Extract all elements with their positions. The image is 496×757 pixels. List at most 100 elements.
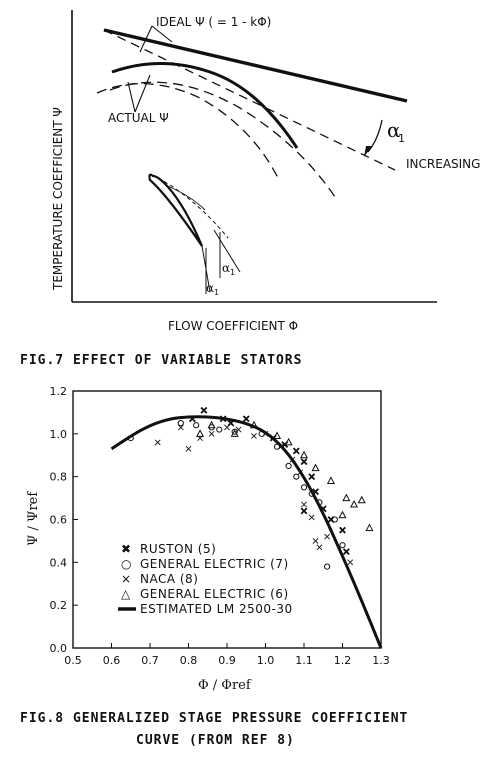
point-ge7 [316, 499, 323, 506]
fig8-ticks: 0.5 0.6 0.7 0.8 0.9 1.0 1.1 1.2 1.3 0.0 0.2 0.4 0.6 0… [50, 385, 390, 667]
fig7-blade-alpha-1-sub: 1 [230, 268, 235, 277]
fig7-actual-leader [127, 74, 151, 113]
fig7-blade-profile [148, 173, 204, 247]
y-tick-label: 1.0 [50, 428, 68, 441]
fig7-alpha-arrowhead [364, 146, 372, 157]
fig7-ideal-leader [139, 25, 173, 53]
fig7-blade-chord [164, 184, 206, 211]
point-naca [185, 445, 192, 452]
fig7-ideal-bold-line [103, 28, 408, 103]
fig8-caption-line1: FIG.8 GENERALIZED STAGE PRESSURE COEFFIC… [20, 711, 409, 726]
fig8-x-axis-label: Φ / Φref [198, 678, 252, 693]
point-naca [154, 439, 161, 446]
point-ruston [188, 415, 196, 423]
legend-label-naca: NACA (8) [140, 572, 198, 586]
point-ge6 [338, 510, 347, 519]
y-tick-label: 0.4 [50, 556, 68, 569]
point-naca [235, 426, 242, 433]
fig8-caption-line2: CURVE (FROM REF 8) [136, 733, 295, 748]
point-naca [316, 544, 323, 551]
y-tick-label: 0.2 [50, 599, 68, 612]
point-ge6 [342, 493, 351, 502]
legend-label-ge7: GENERAL ELECTRIC (7) [140, 557, 289, 571]
point-naca [262, 430, 269, 437]
point-ge7 [127, 435, 134, 442]
point-naca [177, 424, 184, 431]
fig7-actual-bold-curve [111, 62, 299, 149]
point-naca [289, 456, 296, 463]
legend-label-ge6: GENERAL ELECTRIC (6) [140, 587, 289, 601]
legend-symbol-ge6: △ [121, 587, 131, 601]
legend-symbol-ruston: ✖ [121, 542, 132, 556]
point-ge6 [284, 437, 293, 446]
fig8-estimated-curve [110, 415, 383, 649]
point-ge7 [177, 420, 184, 427]
y-tick-label: 0.8 [50, 471, 68, 484]
point-ruston [219, 415, 227, 423]
x-tick-label: 0.8 [180, 654, 198, 667]
fig7-blade-alpha-2: α [206, 281, 214, 295]
fig8-y-axis-label: Ψ / Ψref [26, 491, 41, 546]
point-ge6 [299, 450, 309, 459]
point-ge7 [293, 473, 300, 480]
point-naca [251, 433, 257, 439]
point-naca [208, 430, 215, 437]
fig7-label-actual: ACTUAL Ψ [108, 111, 169, 125]
fig7-actual-dashed-curve-1 [109, 81, 336, 198]
point-naca [347, 559, 354, 566]
fig7-x-axis-label: FLOW COEFFICIENT Φ [168, 319, 298, 333]
point-ge6 [311, 463, 320, 472]
fig7-label-ideal: IDEAL Ψ ( = 1 - kΦ) [156, 15, 271, 29]
point-ruston [342, 548, 350, 556]
x-tick-label: 1.1 [295, 654, 313, 667]
point-ge6 [207, 420, 216, 429]
point-naca [301, 501, 307, 508]
point-ruston [339, 526, 346, 534]
point-naca [324, 533, 331, 540]
point-ge6 [365, 523, 374, 532]
point-ge6 [230, 429, 239, 437]
fig7-actual-dashed-curve-2 [96, 82, 279, 179]
point-naca [308, 514, 315, 521]
fig7-label-alpha: α [387, 118, 401, 142]
fig8-legend: ✖ RUSTON (5) ○ GENERAL ELECTRIC (7) × NA… [118, 542, 293, 616]
point-ruston [292, 447, 300, 455]
x-tick-label: 1.2 [334, 654, 352, 667]
fig7-caption: FIG.7 EFFECT OF VARIABLE STATORS [20, 353, 303, 368]
y-tick-label: 0.6 [50, 514, 68, 527]
point-ruston [308, 473, 316, 481]
fig7-blade-alpha-2-sub: 1 [214, 288, 219, 297]
point-ge7 [285, 462, 292, 470]
fig7-angle-slant-1 [201, 245, 211, 293]
legend-label-estimated: ESTIMATED LM 2500-30 [140, 602, 293, 616]
point-ge6 [326, 476, 335, 484]
fig7-blade-dashed [157, 177, 229, 239]
point-ge7 [324, 563, 331, 570]
fig7-plot: IDEAL Ψ ( = 1 - kΦ) ACTUAL Ψ α 1 INCREAS… [51, 10, 480, 333]
point-ge7 [308, 490, 315, 497]
point-ge7 [273, 443, 281, 450]
point-naca [312, 537, 319, 544]
point-ruston [242, 415, 250, 423]
point-ruston [300, 507, 308, 515]
point-ruston [200, 406, 208, 414]
fig8-plot: 0.5 0.6 0.7 0.8 0.9 1.0 1.1 1.2 1.3 0.0 0.2 0.4 0.6 0… [26, 385, 390, 693]
x-tick-label: 0.5 [64, 654, 82, 667]
x-tick-label: 0.9 [218, 654, 236, 667]
point-naca [224, 424, 230, 431]
point-ge6 [357, 495, 366, 504]
point-ruston [300, 458, 308, 466]
point-naca [297, 469, 304, 476]
y-tick-label: 0.0 [50, 642, 68, 655]
fig7-angle-slant-2 [213, 229, 241, 273]
point-ge7 [331, 516, 338, 523]
fig7-blade-alpha-1: α [222, 261, 230, 275]
point-ge6 [196, 429, 205, 437]
x-tick-label: 1.3 [372, 654, 390, 667]
point-ge7 [193, 422, 200, 429]
fig7-alpha-arrow [367, 119, 383, 153]
point-ge7 [231, 428, 238, 435]
fig7-ideal-dashed-line [103, 29, 396, 171]
point-naca [277, 443, 284, 450]
point-ge7 [258, 430, 265, 437]
